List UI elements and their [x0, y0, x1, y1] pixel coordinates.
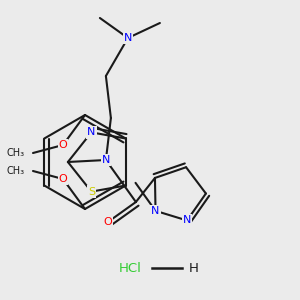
Text: H: H [189, 262, 199, 275]
Text: N: N [124, 33, 132, 43]
Text: HCl: HCl [118, 262, 141, 275]
Text: N: N [151, 206, 160, 216]
Text: N: N [102, 155, 110, 165]
Text: S: S [88, 187, 95, 196]
Text: N: N [183, 215, 191, 226]
Text: CH₃: CH₃ [7, 166, 25, 176]
Text: O: O [58, 140, 68, 150]
Text: O: O [58, 174, 68, 184]
Text: O: O [103, 217, 112, 227]
Text: N: N [87, 128, 96, 137]
Text: CH₃: CH₃ [7, 148, 25, 158]
